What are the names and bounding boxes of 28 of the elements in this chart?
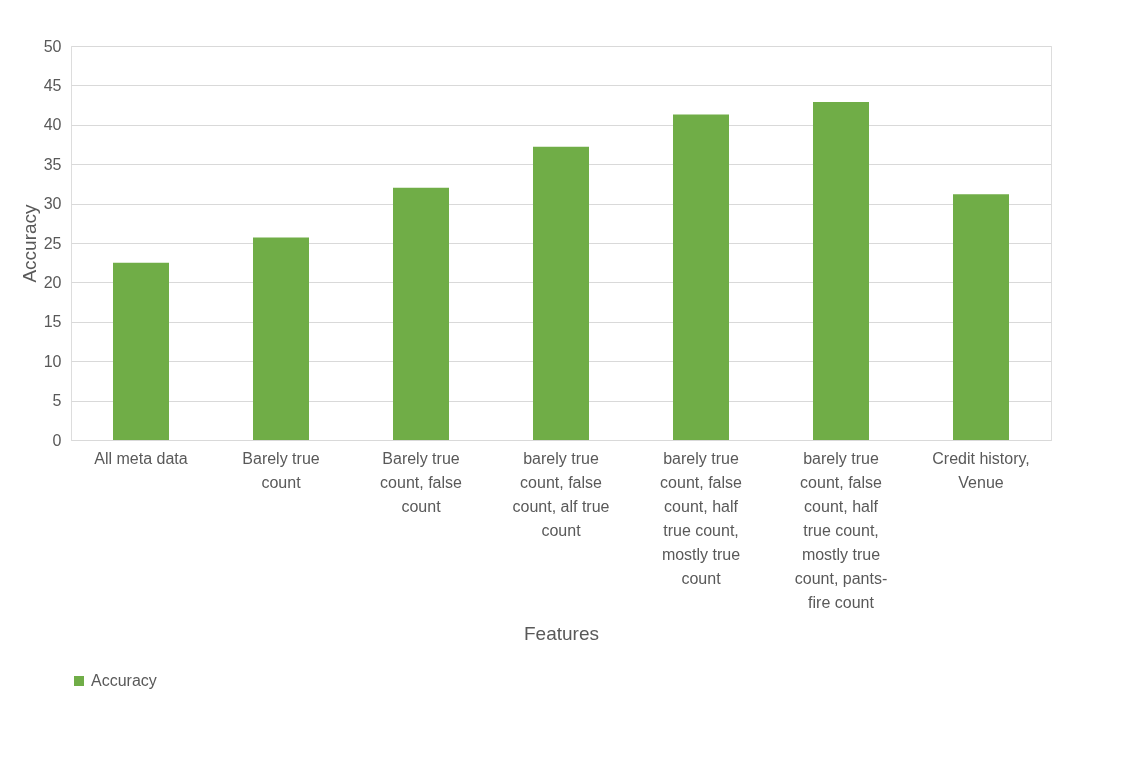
bar bbox=[533, 146, 589, 440]
y-tick-label: 50 bbox=[43, 37, 62, 55]
bar bbox=[113, 262, 169, 440]
y-tick-label: 15 bbox=[43, 313, 62, 331]
legend-label: Accuracy bbox=[91, 672, 157, 689]
x-axis-title: Features bbox=[524, 622, 599, 644]
bar bbox=[673, 114, 729, 440]
bar bbox=[953, 194, 1009, 440]
y-tick-label: 45 bbox=[43, 76, 62, 94]
x-tick-label: barely true count, false count, half true count, mostly true count bbox=[660, 449, 743, 587]
y-tick-label: 5 bbox=[52, 392, 62, 410]
y-tick-label: 10 bbox=[43, 352, 62, 370]
bar bbox=[253, 237, 309, 440]
y-tick-label: 0 bbox=[52, 431, 62, 449]
bar bbox=[813, 101, 869, 440]
y-tick-label: 30 bbox=[43, 195, 62, 213]
y-tick-label: 40 bbox=[43, 116, 62, 134]
x-tick-label: barely true count, false count, alf true count bbox=[512, 449, 610, 539]
x-tick-label: Credit history, Venue bbox=[932, 449, 1030, 491]
y-tick-label: 25 bbox=[43, 234, 62, 252]
x-tick-label: Barely true count, false count bbox=[380, 449, 463, 515]
y-tick-label: 35 bbox=[43, 155, 62, 173]
y-axis-title: Accuracy bbox=[18, 203, 40, 283]
x-tick-label: Barely true count bbox=[242, 449, 320, 491]
bar bbox=[393, 187, 449, 440]
y-tick-label: 20 bbox=[43, 273, 62, 291]
x-tick-label: barely true count, false count, half true count, mostly true count, pants-fire count bbox=[794, 449, 888, 611]
x-tick-label: All meta data bbox=[94, 449, 188, 467]
